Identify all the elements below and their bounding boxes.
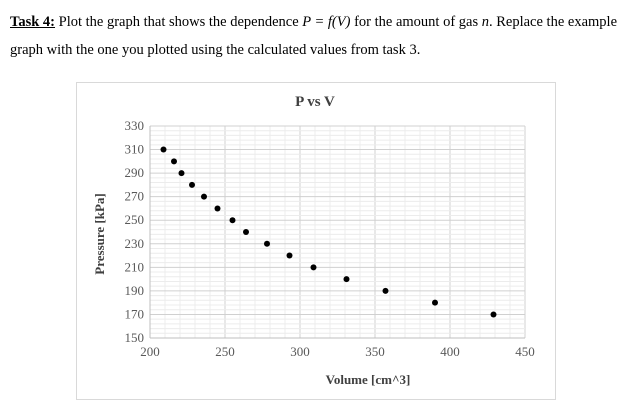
variable: n xyxy=(481,14,489,30)
y-tick-label: 330 xyxy=(125,118,145,133)
y-tick-label: 250 xyxy=(125,212,145,227)
data-point xyxy=(160,146,167,153)
data-point xyxy=(286,252,293,259)
x-tick-label: 350 xyxy=(365,344,385,359)
x-axis-label: Volume [cm^3] xyxy=(326,372,411,387)
chart-title: P vs V xyxy=(295,94,335,110)
data-point xyxy=(343,276,350,283)
data-point xyxy=(243,229,249,235)
chart-area xyxy=(76,82,556,400)
data-point xyxy=(490,311,497,318)
y-tick-label: 190 xyxy=(125,283,145,298)
x-tick-label: 300 xyxy=(290,344,310,359)
x-tick-label: 250 xyxy=(215,344,235,359)
data-point xyxy=(171,158,177,165)
task-text: for the amount of gas xyxy=(350,14,482,30)
task-text: Plot the graph that shows the dependence xyxy=(55,14,303,30)
y-tick-label: 310 xyxy=(125,142,145,157)
y-tick-label: 170 xyxy=(125,306,145,321)
y-tick-label: 230 xyxy=(125,236,145,251)
data-point xyxy=(214,205,221,212)
y-tick-label: 210 xyxy=(125,259,145,274)
data-point xyxy=(178,170,185,177)
x-tick-label: 450 xyxy=(515,344,535,359)
formula: P = f(V) xyxy=(302,14,351,30)
data-point xyxy=(229,217,236,224)
task-text: . Replace the example graph with the one… xyxy=(10,14,618,58)
data-point xyxy=(264,240,270,247)
y-tick-label: 270 xyxy=(125,189,145,204)
y-axis-label: Pressure [kPa] xyxy=(92,193,107,274)
data-point xyxy=(382,287,389,294)
data-point xyxy=(310,264,317,271)
y-tick-label: 290 xyxy=(125,165,145,180)
data-point xyxy=(189,181,195,188)
x-tick-label: 400 xyxy=(440,344,460,359)
task-label: Task 4: xyxy=(10,14,56,30)
x-tick-label: 200 xyxy=(140,344,160,359)
task-instructions: Task 4: Plot the graph that shows the de… xyxy=(10,8,625,64)
y-tick-label: 150 xyxy=(125,330,145,345)
data-point xyxy=(432,299,438,306)
data-point xyxy=(201,193,207,200)
